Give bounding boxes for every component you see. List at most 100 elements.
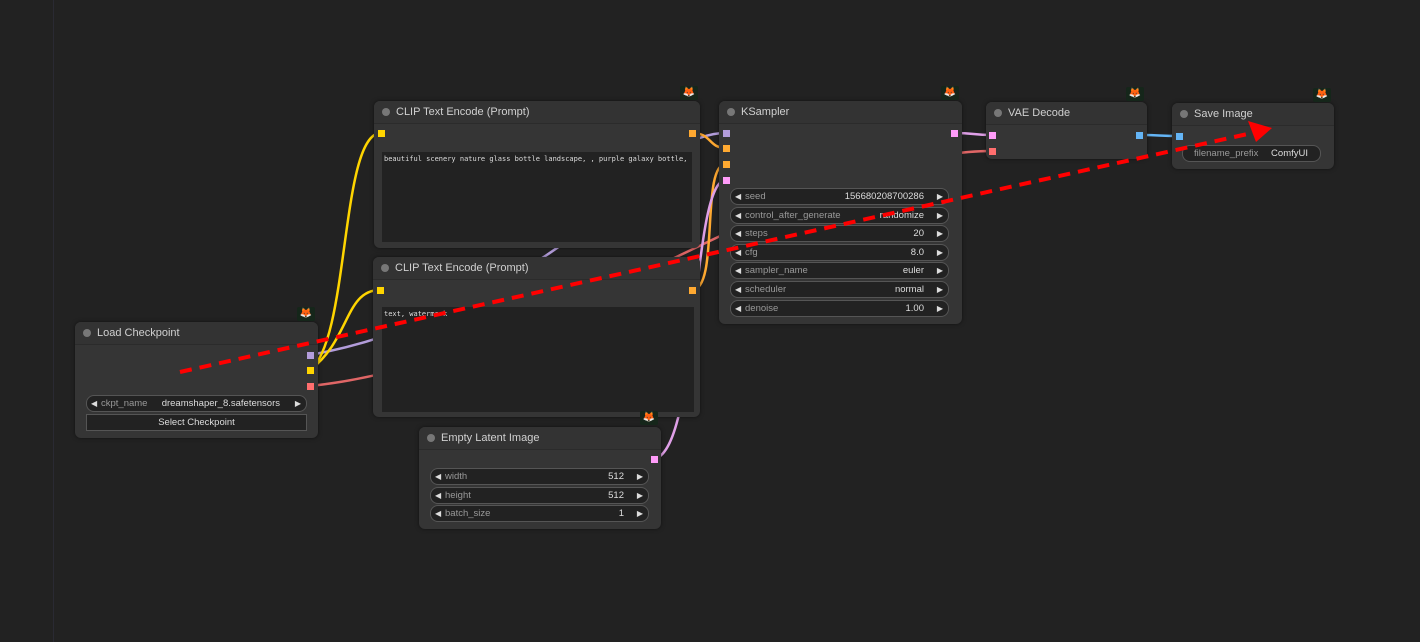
output-latent-slot[interactable] bbox=[651, 456, 658, 463]
prompt-textarea[interactable]: beautiful scenery nature glass bottle la… bbox=[382, 152, 692, 242]
widget-value: ComfyUI bbox=[1271, 148, 1308, 159]
arrow-right-icon[interactable]: ▶ bbox=[636, 490, 643, 500]
arrow-left-icon[interactable]: ◀ bbox=[91, 399, 98, 408]
input-clip-slot[interactable] bbox=[377, 287, 384, 294]
arrow-right-icon[interactable]: ▶ bbox=[936, 229, 943, 239]
collapse-dot[interactable] bbox=[994, 109, 1002, 117]
collapse-dot[interactable] bbox=[382, 108, 390, 116]
input-samples-slot[interactable] bbox=[989, 132, 996, 139]
output-vae-slot[interactable] bbox=[307, 383, 314, 390]
arrow-right-icon[interactable]: ▶ bbox=[636, 509, 643, 518]
widget-label: control_after_generate bbox=[745, 209, 841, 221]
arrow-right-icon[interactable]: ▶ bbox=[936, 303, 943, 313]
node-title: Load Checkpoint bbox=[97, 327, 180, 339]
node-save-image[interactable]: Save Image filename_prefix ComfyUI bbox=[1172, 103, 1334, 169]
widget-value: normal bbox=[894, 284, 924, 295]
arrow-right-icon[interactable]: ▶ bbox=[936, 266, 943, 276]
input-latent-slot[interactable] bbox=[723, 177, 730, 184]
node-title: VAE Decode bbox=[1008, 107, 1071, 119]
widget-value: 512 bbox=[608, 471, 624, 482]
collapse-dot[interactable] bbox=[381, 264, 389, 272]
collapse-dot[interactable] bbox=[1180, 110, 1188, 118]
node-ksampler[interactable]: KSampler ◀ seed 156680208700286 ▶ ◀ control_a… bbox=[719, 101, 962, 324]
arrow-right-icon[interactable]: ▶ bbox=[936, 192, 943, 201]
widget-label: steps bbox=[745, 228, 768, 240]
arrow-left-icon[interactable]: ◀ bbox=[435, 490, 442, 500]
arrow-left-icon[interactable]: ◀ bbox=[735, 229, 742, 239]
widget-value: randomize bbox=[879, 209, 924, 221]
input-clip-slot[interactable] bbox=[378, 130, 385, 137]
input-positive-slot[interactable] bbox=[723, 145, 730, 152]
widget-control-after-generate[interactable]: ◀ control_after_generate randomize ▶ bbox=[730, 206, 949, 224]
widget-label: scheduler bbox=[745, 284, 787, 295]
arrow-left-icon[interactable]: ◀ bbox=[735, 266, 742, 276]
arrow-right-icon[interactable]: ▶ bbox=[936, 247, 943, 257]
node-clip-text-encode-negative[interactable]: CLIP Text Encode (Prompt) text, watermar… bbox=[373, 257, 700, 417]
widget-scheduler[interactable]: ◀ scheduler normal ▶ bbox=[730, 281, 949, 298]
input-images-slot[interactable] bbox=[1176, 133, 1183, 140]
widget-batch-size[interactable]: ◀ batch_size 1 ▶ bbox=[430, 505, 649, 522]
widget-value: 8.0 bbox=[910, 246, 924, 258]
fox-icon: 🦊 bbox=[297, 307, 315, 321]
arrow-right-icon[interactable]: ▶ bbox=[636, 472, 643, 481]
arrow-left-icon[interactable]: ◀ bbox=[735, 303, 742, 313]
widget-label: height bbox=[445, 489, 471, 501]
fox-icon: 🦊 bbox=[640, 411, 658, 425]
input-vae-slot[interactable] bbox=[989, 148, 996, 155]
node-title: Save Image bbox=[1194, 108, 1253, 120]
wire-clip-positive bbox=[309, 131, 382, 371]
wire-clip-negative bbox=[309, 288, 381, 371]
input-model-slot[interactable] bbox=[723, 130, 730, 137]
widget-label: width bbox=[445, 471, 468, 482]
fox-icon: 🦊 bbox=[1126, 87, 1144, 101]
node-load-checkpoint[interactable]: Load Checkpoint ◀ ckpt_name dreamshaper_… bbox=[75, 322, 318, 438]
arrow-right-icon[interactable]: ▶ bbox=[936, 285, 943, 294]
widget-cfg[interactable]: ◀ cfg 8.0 ▶ bbox=[730, 243, 949, 261]
widget-label: sampler_name bbox=[745, 265, 808, 277]
filename-prefix-field[interactable]: filename_prefix ComfyUI bbox=[1182, 145, 1321, 162]
arrow-left-icon[interactable]: ◀ bbox=[435, 509, 442, 518]
widget-height[interactable]: ◀ height 512 ▶ bbox=[430, 486, 649, 504]
collapse-dot[interactable] bbox=[427, 434, 435, 442]
widget-seed[interactable]: ◀ seed 156680208700286 ▶ bbox=[730, 188, 949, 205]
arrow-left-icon[interactable]: ◀ bbox=[735, 247, 742, 257]
widget-denoise[interactable]: ◀ denoise 1.00 ▶ bbox=[730, 299, 949, 317]
output-conditioning-slot[interactable] bbox=[689, 287, 696, 294]
collapse-dot[interactable] bbox=[83, 329, 91, 337]
prompt-textarea[interactable]: text, watermark bbox=[382, 307, 694, 412]
output-model-slot[interactable] bbox=[307, 352, 314, 359]
widget-sampler-name[interactable]: ◀ sampler_name euler ▶ bbox=[730, 262, 949, 280]
output-latent-slot[interactable] bbox=[951, 130, 958, 137]
fox-icon: 🦊 bbox=[680, 86, 698, 100]
widget-label: seed bbox=[745, 191, 766, 202]
ckpt-name-combo[interactable]: ◀ ckpt_name dreamshaper_8.safetensors ▶ bbox=[86, 395, 307, 412]
widget-width[interactable]: ◀ width 512 ▶ bbox=[430, 468, 649, 485]
input-negative-slot[interactable] bbox=[723, 161, 730, 168]
widget-value: 1 bbox=[618, 508, 624, 519]
node-title: KSampler bbox=[741, 106, 790, 118]
node-vae-decode[interactable]: VAE Decode bbox=[986, 102, 1147, 159]
fox-icon: 🦊 bbox=[941, 86, 959, 100]
node-empty-latent-image[interactable]: Empty Latent Image ◀ width 512 ▶ ◀ height 512 ▶… bbox=[419, 427, 661, 529]
arrow-right-icon[interactable]: ▶ bbox=[936, 210, 943, 220]
arrow-left-icon[interactable]: ◀ bbox=[435, 472, 442, 481]
widget-steps[interactable]: ◀ steps 20 ▶ bbox=[730, 225, 949, 243]
collapse-dot[interactable] bbox=[727, 108, 735, 116]
output-conditioning-slot[interactable] bbox=[689, 130, 696, 137]
arrow-left-icon[interactable]: ◀ bbox=[735, 285, 742, 294]
output-image-slot[interactable] bbox=[1136, 132, 1143, 139]
output-clip-slot[interactable] bbox=[307, 367, 314, 374]
node-title: CLIP Text Encode (Prompt) bbox=[396, 106, 530, 118]
dashed-arrow-line bbox=[179, 131, 1253, 374]
widget-value: 512 bbox=[608, 489, 624, 501]
arrow-left-icon[interactable]: ◀ bbox=[735, 210, 742, 220]
node-clip-text-encode-positive[interactable]: CLIP Text Encode (Prompt) beautiful scen… bbox=[374, 101, 700, 248]
arrow-right-icon[interactable]: ▶ bbox=[294, 399, 301, 408]
node-title: Empty Latent Image bbox=[441, 432, 540, 444]
widget-label: filename_prefix bbox=[1194, 148, 1259, 159]
widget-label: batch_size bbox=[445, 508, 491, 519]
arrow-left-icon[interactable]: ◀ bbox=[735, 192, 742, 201]
select-checkpoint-button[interactable]: Select Checkpoint bbox=[86, 414, 307, 431]
widget-label: denoise bbox=[745, 302, 779, 314]
